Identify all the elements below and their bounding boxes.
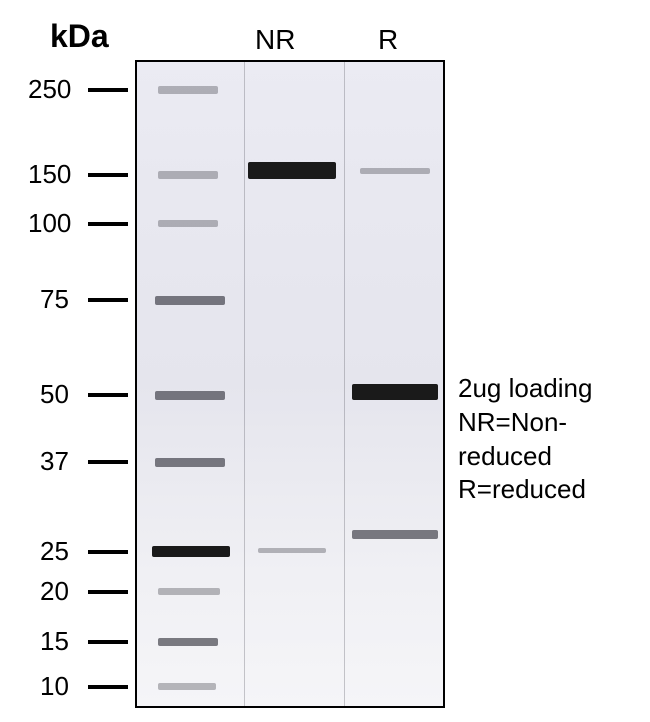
- marker-tick: [88, 550, 128, 554]
- marker-label: 100: [28, 208, 71, 239]
- ladder-band: [158, 86, 218, 94]
- info-line: NR=Non-: [458, 406, 592, 440]
- marker-label: 37: [40, 446, 69, 477]
- kda-header: kDa: [50, 18, 109, 55]
- r-band: [360, 168, 430, 174]
- ladder-band: [158, 220, 218, 227]
- ladder-band: [152, 546, 230, 557]
- info-line: 2ug loading: [458, 372, 592, 406]
- lane-divider-1: [244, 62, 245, 706]
- ladder-band: [155, 296, 225, 305]
- ladder-band: [155, 391, 225, 400]
- marker-label: 150: [28, 159, 71, 190]
- marker-tick: [88, 590, 128, 594]
- ladder-band: [158, 171, 218, 179]
- marker-label: 250: [28, 74, 71, 105]
- marker-tick: [88, 222, 128, 226]
- ladder-band: [158, 683, 216, 690]
- info-line: R=reduced: [458, 473, 592, 507]
- ladder-band: [158, 638, 218, 646]
- lane-divider-2: [344, 62, 345, 706]
- marker-tick: [88, 298, 128, 302]
- info-text: 2ug loading NR=Non- reduced R=reduced: [458, 372, 592, 507]
- marker-tick: [88, 88, 128, 92]
- marker-label: 75: [40, 284, 69, 315]
- marker-tick: [88, 173, 128, 177]
- nr-band: [258, 548, 326, 553]
- marker-label: 20: [40, 576, 69, 607]
- marker-tick: [88, 460, 128, 464]
- ladder-band: [158, 588, 220, 595]
- marker-tick: [88, 685, 128, 689]
- marker-tick: [88, 640, 128, 644]
- marker-label: 25: [40, 536, 69, 567]
- marker-label: 50: [40, 379, 69, 410]
- ladder-band: [155, 458, 225, 467]
- marker-label: 10: [40, 671, 69, 702]
- nr-band: [248, 162, 336, 179]
- r-band: [352, 530, 438, 539]
- r-band: [352, 384, 438, 400]
- gel-container: kDa NR R 250 150 100 75 50 37 25 20 15 10 2ug loa…: [0, 0, 650, 722]
- lane-header-r: R: [378, 24, 398, 56]
- lane-header-nr: NR: [255, 24, 295, 56]
- marker-label: 15: [40, 626, 69, 657]
- marker-tick: [88, 393, 128, 397]
- info-line: reduced: [458, 440, 592, 474]
